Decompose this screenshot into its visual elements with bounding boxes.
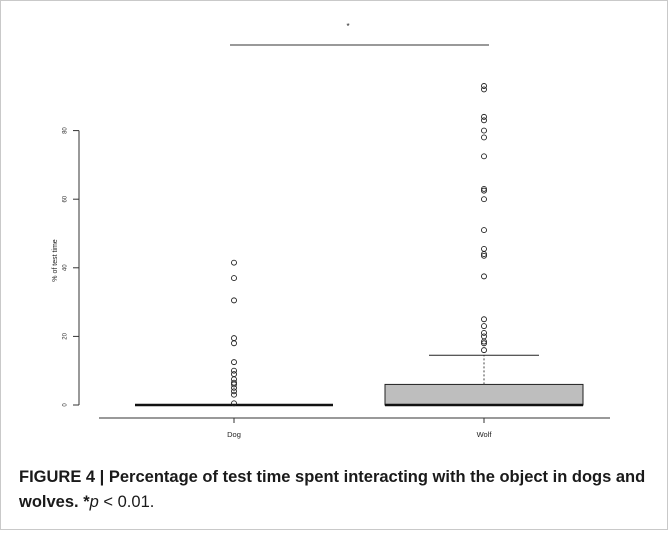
outlier-point <box>231 335 237 342</box>
outlier-point <box>481 323 487 330</box>
outlier-point <box>481 330 487 336</box>
y-tick-label: 60 <box>63 195 69 202</box>
outlier-point <box>481 316 487 323</box>
outlier-point <box>231 371 237 378</box>
outlier-point <box>481 117 487 124</box>
outlier-point <box>481 153 487 160</box>
x-tick-label-dog: Dog <box>227 430 241 439</box>
caption-sig-star: * <box>83 493 90 511</box>
outlier-point <box>481 347 487 354</box>
box-wolf <box>384 83 584 407</box>
outlier-point <box>481 273 487 280</box>
outlier-point <box>231 388 237 395</box>
outlier-point <box>481 196 487 203</box>
outlier-point <box>481 113 487 120</box>
caption-sig-rest: < 0.01. <box>98 493 155 511</box>
outlier-point <box>481 185 487 192</box>
outlier-point <box>231 384 237 391</box>
box-plot: 0 20 40 60 80 % of test time Dog Wolf * <box>52 22 610 439</box>
outlier-point <box>481 251 487 258</box>
significance-star: * <box>346 22 349 31</box>
outlier-point <box>481 333 487 340</box>
outlier-point <box>481 86 487 93</box>
y-axis-label: % of test time <box>52 239 59 282</box>
outlier-point <box>231 359 237 366</box>
figure-caption: FIGURE 4 | Percentage of test time spent… <box>19 465 659 515</box>
outlier-point <box>231 275 237 282</box>
outlier-point <box>481 340 487 347</box>
caption-sig-var: p <box>89 493 99 511</box>
box-iqr <box>384 383 584 406</box>
outlier-point <box>481 245 487 252</box>
outlier-point <box>231 391 237 398</box>
box-dog <box>135 259 333 407</box>
outlier-point <box>231 400 237 407</box>
outlier-point <box>481 187 487 194</box>
outlier-point <box>231 381 237 388</box>
y-tick-label: 40 <box>63 264 69 271</box>
outlier-point <box>231 340 237 347</box>
outlier-point <box>481 338 487 345</box>
x-tick-label-wolf: Wolf <box>477 430 493 439</box>
outlier-point <box>481 227 487 234</box>
outlier-point <box>481 127 487 134</box>
significance-bracket: * <box>230 22 489 46</box>
outlier-point <box>481 83 487 89</box>
y-tick-label: 0 <box>63 403 69 407</box>
boxes-layer <box>135 83 584 407</box>
outlier-point <box>231 367 237 374</box>
outlier-point <box>231 259 237 266</box>
y-tick-label: 20 <box>63 332 69 339</box>
outlier-point <box>231 297 237 304</box>
caption-title: FIGURE 4 | Percentage of test time spent… <box>19 468 646 511</box>
axes: 0 20 40 60 80 % of test time Dog Wolf <box>52 127 610 439</box>
outlier-point <box>481 134 487 141</box>
outlier-point <box>481 252 487 259</box>
y-tick-label: 80 <box>63 127 69 134</box>
